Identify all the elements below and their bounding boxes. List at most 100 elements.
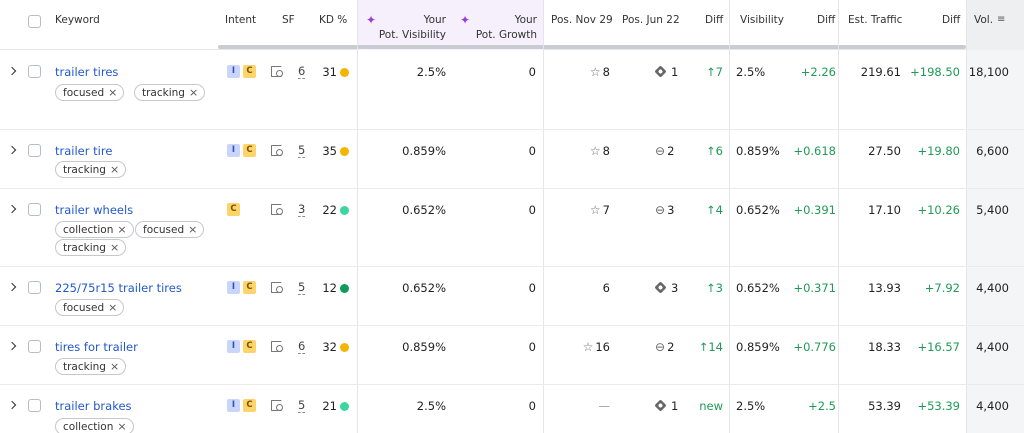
intent-badge: C: [227, 203, 240, 216]
star-icon: ☆: [589, 65, 601, 79]
close-icon[interactable]: ×: [108, 86, 118, 99]
visibility-value: 2.5%: [736, 399, 766, 413]
tag-chip[interactable]: focused ×: [135, 221, 205, 238]
serp-features-count[interactable]: 6: [298, 64, 306, 79]
position-nov-value: 8: [602, 144, 610, 158]
keyword-link[interactable]: tires for trailer: [55, 340, 138, 354]
divider: [966, 0, 967, 433]
divider: [543, 0, 544, 433]
volume-column-bg: [966, 0, 1024, 433]
tag-chip[interactable]: tracking ×: [55, 358, 127, 375]
chevron-right-icon[interactable]: [7, 341, 17, 351]
kd-value: 31: [322, 65, 337, 79]
pot-visibility-value: 2.5%: [416, 399, 446, 413]
kd-value: 21: [322, 399, 337, 413]
volume-value: 5,400: [976, 203, 1009, 217]
row-checkbox[interactable]: [28, 281, 41, 294]
tag-chip[interactable]: collection ×: [55, 221, 134, 238]
kd-indicator: [340, 402, 349, 411]
close-icon[interactable]: ×: [109, 360, 120, 373]
up-arrow-icon: ↑: [706, 281, 716, 295]
close-icon[interactable]: ×: [117, 223, 127, 236]
table-row: trailer wheels collection × focused × trackin…: [0, 189, 1024, 267]
close-icon[interactable]: ×: [109, 163, 120, 176]
serp-features-icon[interactable]: [271, 341, 283, 352]
sparkle-icon: ✦: [366, 13, 377, 27]
select-all-checkbox[interactable]: [28, 15, 41, 28]
up-arrow-icon: ↑: [698, 340, 709, 354]
close-icon[interactable]: ×: [117, 420, 127, 433]
close-icon[interactable]: ×: [108, 301, 118, 314]
col-volume[interactable]: Vol. ≡: [966, 0, 1024, 50]
position-jun: 1: [654, 65, 678, 79]
keyword-link[interactable]: trailer tires: [55, 65, 119, 79]
table-row: trailer brakes collection × I C 5 21 2.5% 0 — 1 new…: [0, 385, 1024, 433]
traffic-diff: +53.39: [917, 399, 960, 413]
tag-chip[interactable]: focused ×: [55, 299, 125, 316]
position-jun: ⊖ 3: [655, 203, 674, 217]
tag-chip[interactable]: collection ×: [55, 418, 134, 433]
position-jun-value: 2: [667, 340, 675, 354]
kd-indicator: [340, 206, 349, 215]
position-diff: ↑7: [690, 65, 723, 79]
position-nov-value: —: [598, 399, 611, 413]
position-nov: ☆ 8: [550, 144, 610, 158]
serp-features-count[interactable]: 5: [298, 280, 306, 295]
keyword-link[interactable]: trailer wheels: [55, 203, 134, 217]
pot-visibility-value: 0.652%: [402, 281, 446, 295]
serp-features-icon[interactable]: [271, 400, 283, 411]
volume-value: 4,400: [976, 399, 1009, 413]
star-icon: ☆: [589, 203, 601, 217]
intent-badge: I: [227, 281, 240, 294]
col-pot-growth[interactable]: ✦ Your Pot. Growth: [452, 0, 543, 50]
serp-features-icon[interactable]: [271, 282, 283, 293]
serp-features-count[interactable]: 5: [298, 143, 306, 158]
serp-features-icon[interactable]: [271, 204, 283, 215]
row-checkbox[interactable]: [28, 203, 41, 216]
tag-chip[interactable]: tracking ×: [134, 84, 206, 101]
row-checkbox[interactable]: [28, 399, 41, 412]
position-diff-value: 7: [715, 65, 723, 79]
tag-label: focused: [63, 302, 105, 314]
chevron-right-icon[interactable]: [7, 282, 17, 292]
row-checkbox[interactable]: [28, 144, 41, 157]
position-nov: —: [550, 399, 611, 413]
chevron-right-icon[interactable]: [7, 66, 17, 76]
table-row: 225/75r15 trailer tires focused × I C 5 12 0.65…: [0, 267, 1024, 326]
traffic-diff: +7.92: [924, 281, 960, 295]
position-jun: ⊖ 2: [655, 340, 674, 354]
kd-indicator: [340, 147, 349, 156]
est-traffic-value: 13.93: [868, 281, 901, 295]
row-checkbox[interactable]: [28, 65, 41, 78]
serp-features-count[interactable]: 5: [298, 398, 306, 413]
serp-features-icon[interactable]: [271, 66, 283, 77]
keyword-link[interactable]: trailer tire: [55, 144, 113, 158]
est-traffic-value: 18.33: [868, 340, 901, 354]
serp-feature-icon: [654, 281, 667, 294]
chevron-right-icon[interactable]: [7, 400, 17, 410]
serp-features-icon[interactable]: [271, 145, 283, 156]
close-icon[interactable]: ×: [109, 241, 120, 254]
sparkle-icon: ✦: [460, 13, 471, 27]
star-icon: ☆: [589, 144, 601, 158]
traffic-diff: +198.50: [910, 65, 960, 79]
close-icon[interactable]: ×: [188, 223, 198, 236]
serp-features-count[interactable]: 3: [298, 202, 306, 217]
chevron-right-icon[interactable]: [7, 204, 17, 214]
col-pot-visibility[interactable]: ✦ Your Pot. Visibility: [358, 0, 452, 50]
row-checkbox[interactable]: [28, 340, 41, 353]
intent-badge: C: [243, 65, 256, 78]
close-icon[interactable]: ×: [188, 86, 199, 99]
serp-features-count[interactable]: 6: [298, 339, 306, 354]
tag-chip[interactable]: focused ×: [55, 84, 125, 101]
keyword-link[interactable]: trailer brakes: [55, 399, 132, 413]
keyword-link[interactable]: 225/75r15 trailer tires: [55, 281, 182, 295]
tag-label: collection: [63, 224, 114, 236]
horizontal-scrollbar[interactable]: [218, 45, 966, 49]
tag-chip[interactable]: tracking ×: [55, 161, 127, 178]
sort-icon[interactable]: ≡: [997, 14, 1006, 25]
chevron-right-icon[interactable]: [7, 145, 17, 155]
tag-chip[interactable]: tracking ×: [55, 239, 127, 256]
position-diff: ↑6: [690, 144, 723, 158]
position-diff-value: 14: [708, 340, 723, 354]
